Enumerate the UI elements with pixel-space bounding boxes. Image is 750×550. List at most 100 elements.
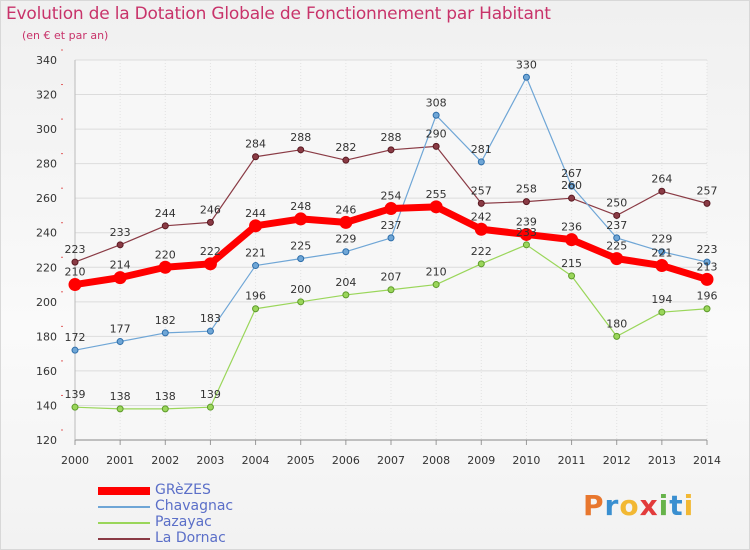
data-point	[252, 305, 260, 313]
data-label: 254	[381, 190, 402, 203]
data-point	[249, 219, 263, 233]
x-tick-label: 2014	[693, 454, 721, 467]
data-point	[203, 257, 217, 271]
x-tick-label: 2007	[377, 454, 405, 467]
y-tick-label: 160	[36, 365, 57, 378]
data-point	[613, 234, 621, 242]
data-label: 214	[110, 259, 131, 272]
data-label: 194	[651, 293, 672, 306]
data-label: 281	[471, 143, 492, 156]
data-point	[613, 332, 621, 340]
data-label: 255	[426, 188, 447, 201]
data-point	[68, 278, 82, 292]
x-tick-label: 2013	[648, 454, 676, 467]
data-label: 288	[290, 131, 311, 144]
x-tick-label: 2009	[467, 454, 495, 467]
x-tick-label: 2000	[61, 454, 89, 467]
data-point	[297, 146, 305, 154]
data-point	[342, 156, 350, 164]
y-tick-label: 260	[36, 192, 57, 205]
data-label: 330	[516, 58, 537, 71]
data-point	[71, 346, 79, 354]
data-label: 139	[65, 388, 86, 401]
y-tick-label: 240	[36, 227, 57, 240]
data-point	[116, 338, 124, 346]
data-point	[339, 215, 353, 229]
legend-swatch	[98, 538, 150, 540]
x-tick-label: 2008	[422, 454, 450, 467]
data-point	[387, 286, 395, 294]
logo-letter: x	[639, 489, 659, 522]
data-point	[116, 241, 124, 249]
data-label: 221	[651, 247, 672, 260]
data-label: 237	[381, 219, 402, 232]
chart-legend: GRèZES Chavagnac Pazayac La Dornac	[98, 482, 298, 547]
data-label: 229	[651, 233, 672, 246]
data-point	[297, 298, 305, 306]
data-point	[519, 227, 533, 241]
y-tick-label: 320	[36, 89, 57, 102]
data-point	[477, 199, 485, 207]
data-label: 257	[471, 184, 492, 197]
y-tick-label: 340	[36, 54, 57, 67]
data-label: 233	[516, 226, 537, 239]
data-point	[568, 182, 576, 190]
data-point	[429, 200, 443, 214]
y-tick-label: 120	[36, 434, 57, 447]
data-point	[703, 258, 711, 266]
logo-letter: o	[619, 489, 640, 522]
data-point	[474, 222, 488, 236]
data-label: 210	[426, 266, 447, 279]
x-tick-label: 2003	[196, 454, 224, 467]
data-label: 290	[426, 127, 447, 140]
y-tick-label: 280	[36, 158, 57, 171]
data-label: 229	[335, 233, 356, 246]
data-label: 177	[110, 323, 131, 336]
legend-label: Chavagnac	[155, 498, 234, 514]
proxiti-logo: Proxiti	[583, 489, 694, 522]
data-label: 196	[697, 290, 718, 303]
data-label: 242	[471, 210, 492, 223]
legend-swatch	[98, 522, 150, 524]
data-label: 246	[335, 203, 356, 216]
data-label: 308	[426, 96, 447, 109]
chart-title: Evolution de la Dotation Globale de Fonc…	[6, 4, 551, 24]
data-label: 250	[606, 196, 627, 209]
data-label: 244	[155, 207, 176, 220]
data-label: 139	[200, 388, 221, 401]
data-label: 220	[155, 248, 176, 261]
data-point	[477, 158, 485, 166]
data-point	[384, 202, 398, 216]
data-label: 207	[381, 271, 402, 284]
data-label: 246	[200, 203, 221, 216]
legend-label: Pazayac	[155, 514, 212, 530]
data-point	[161, 329, 169, 337]
x-tick-label: 2011	[558, 454, 586, 467]
y-tick-label: 200	[36, 296, 57, 309]
data-point	[297, 255, 305, 263]
data-point	[387, 234, 395, 242]
data-label: 180	[606, 317, 627, 330]
data-point	[568, 194, 576, 202]
logo-letter: i	[683, 489, 695, 522]
data-point	[294, 212, 308, 226]
x-tick-label: 2012	[603, 454, 631, 467]
data-point	[206, 218, 214, 226]
data-label: 223	[697, 243, 718, 256]
data-point	[252, 153, 260, 161]
logo-letter: t	[669, 489, 684, 522]
data-label: 223	[65, 243, 86, 256]
data-point	[658, 248, 666, 256]
data-label: 236	[561, 221, 582, 234]
data-label: 215	[561, 257, 582, 270]
data-point	[113, 271, 127, 285]
y-tick-label: 300	[36, 123, 57, 136]
data-label: 264	[651, 172, 672, 185]
logo-letter: P	[583, 489, 605, 522]
x-tick-label: 2005	[287, 454, 315, 467]
y-tick-label: 180	[36, 330, 57, 343]
legend-item: La Dornac	[98, 530, 298, 547]
data-point	[568, 272, 576, 280]
data-point	[432, 111, 440, 119]
